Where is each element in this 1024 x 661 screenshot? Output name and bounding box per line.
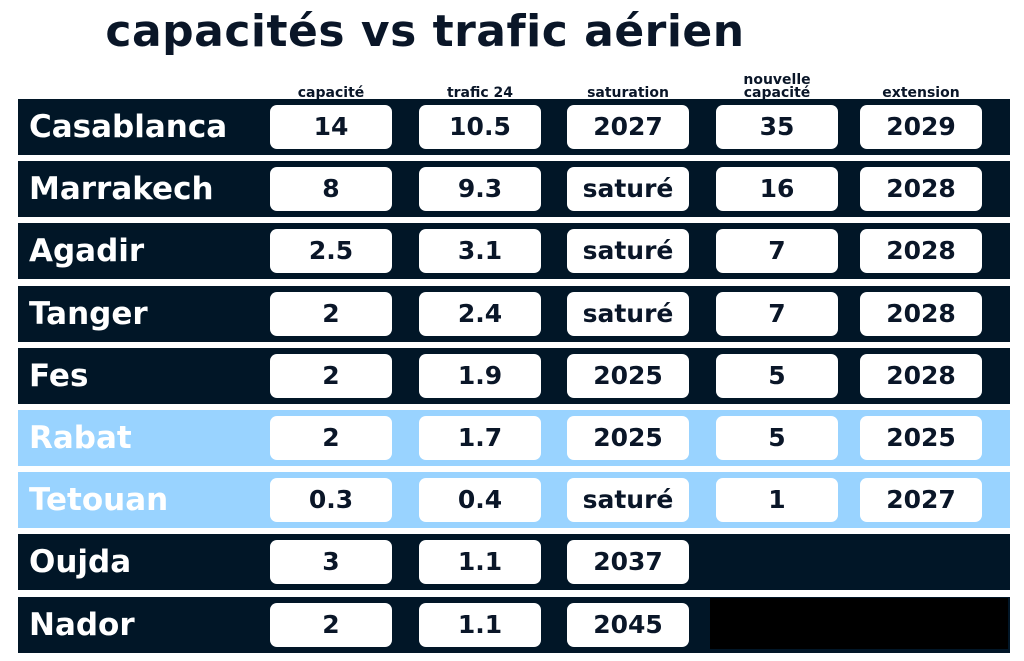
table-row: Nador 2 1.1 2045 xyxy=(18,596,1010,653)
table-row: Oujda 3 1.1 2037 xyxy=(18,534,1010,591)
city-name: Nador xyxy=(29,606,135,643)
table-row: Fes 2 1.9 2025 5 2028 xyxy=(18,347,1010,404)
value-cell: 1.9 xyxy=(419,353,541,398)
value-cell: 2029 xyxy=(860,105,982,149)
redaction-box xyxy=(710,597,1008,649)
value-cell: saturé xyxy=(567,229,689,274)
value-cell: saturé xyxy=(567,291,689,336)
value-cell: 2 xyxy=(270,353,392,398)
value-cell: 1.1 xyxy=(419,602,541,647)
value-cell: 3.1 xyxy=(419,229,541,274)
value-cell: 2.4 xyxy=(419,291,541,336)
city-name: Fes xyxy=(29,357,89,394)
value-cell: 2028 xyxy=(860,353,982,398)
table-row: Marrakech 8 9.3 saturé 16 2028 xyxy=(18,161,1010,218)
column-header: nouvelle capacité xyxy=(743,72,811,101)
value-cell: 8 xyxy=(270,167,392,212)
value-cell: 2037 xyxy=(567,540,689,585)
value-cell: 2 xyxy=(270,602,392,647)
value-cell: 0.4 xyxy=(419,478,541,523)
value-cell: 35 xyxy=(716,105,838,149)
city-name: Tanger xyxy=(29,295,148,332)
table-row: Casablanca 14 10.5 2027 35 2029 xyxy=(18,99,1010,155)
value-cell: 2028 xyxy=(860,167,982,212)
value-cell: 3 xyxy=(270,540,392,585)
value-cell: 2045 xyxy=(567,602,689,647)
column-header: capacité xyxy=(297,85,365,101)
value-cell: 1 xyxy=(716,478,838,523)
table-row: Agadir 2.5 3.1 saturé 7 2028 xyxy=(18,223,1010,280)
city-name: Casablanca xyxy=(29,109,228,145)
city-name: Rabat xyxy=(29,420,132,456)
value-cell: 2025 xyxy=(567,416,689,460)
value-cell: 7 xyxy=(716,229,838,274)
value-cell: 5 xyxy=(716,416,838,460)
value-cell: 2027 xyxy=(567,105,689,149)
value-cell: 2 xyxy=(270,291,392,336)
city-name: Tetouan xyxy=(29,482,169,519)
column-header: trafic 24 xyxy=(446,85,514,101)
table-row: Rabat 2 1.7 2025 5 2025 xyxy=(18,410,1010,466)
value-cell: 0.3 xyxy=(270,478,392,523)
value-cell: 14 xyxy=(270,105,392,149)
value-cell: 10.5 xyxy=(419,105,541,149)
page-title: capacités vs trafic aérien xyxy=(105,6,745,57)
value-cell: 2028 xyxy=(860,229,982,274)
value-cell: saturé xyxy=(567,478,689,523)
value-cell: 2.5 xyxy=(270,229,392,274)
city-name: Agadir xyxy=(29,233,145,270)
city-name: Oujda xyxy=(29,544,132,581)
value-cell: 1.1 xyxy=(419,540,541,585)
value-cell: 2025 xyxy=(567,353,689,398)
column-header: saturation xyxy=(587,85,669,101)
value-cell: 2027 xyxy=(860,478,982,523)
value-cell: 9.3 xyxy=(419,167,541,212)
value-cell: saturé xyxy=(567,167,689,212)
city-name: Marrakech xyxy=(29,171,214,208)
value-cell: 2025 xyxy=(860,416,982,460)
value-cell: 16 xyxy=(716,167,838,212)
table-row: Tetouan 0.3 0.4 saturé 1 2027 xyxy=(18,472,1010,529)
value-cell: 2028 xyxy=(860,291,982,336)
value-cell: 7 xyxy=(716,291,838,336)
column-header: extension xyxy=(882,85,960,101)
table-row: Tanger 2 2.4 saturé 7 2028 xyxy=(18,285,1010,342)
value-cell: 2 xyxy=(270,416,392,460)
value-cell: 5 xyxy=(716,353,838,398)
value-cell: 1.7 xyxy=(419,416,541,460)
